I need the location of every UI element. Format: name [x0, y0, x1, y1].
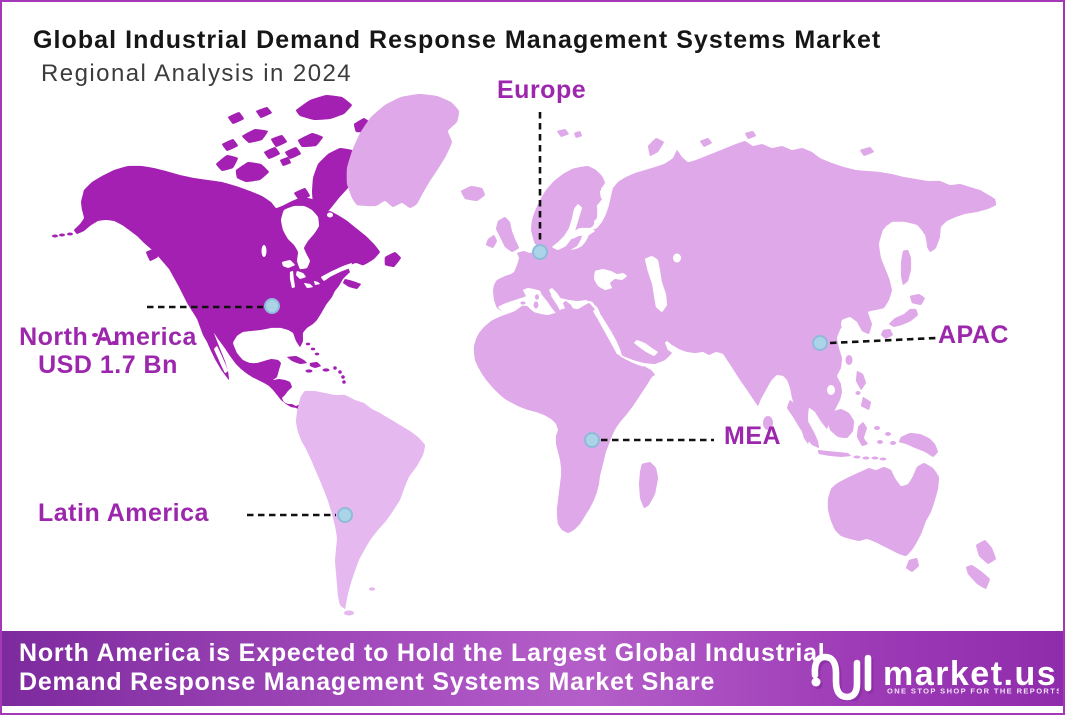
svg-text:ONE STOP SHOP FOR THE REPORTS: ONE STOP SHOP FOR THE REPORTS [887, 687, 1059, 696]
svg-text:market.us: market.us [883, 655, 1057, 693]
